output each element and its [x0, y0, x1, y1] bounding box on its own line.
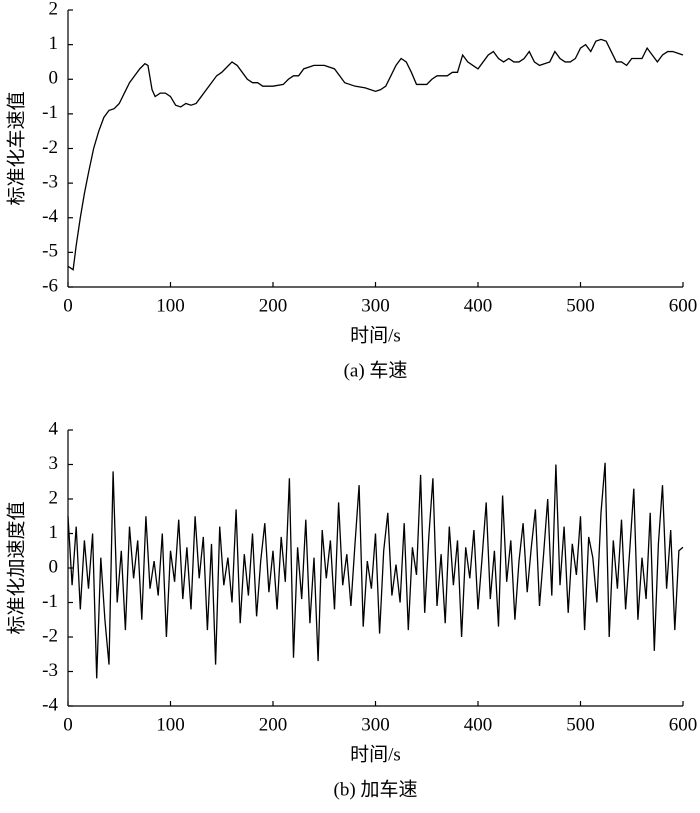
y-tick-label: 2	[49, 487, 59, 508]
y-tick-label: -6	[42, 275, 58, 296]
data-line	[67, 38, 684, 271]
caption: (b) 加车速	[334, 778, 418, 800]
x-tick-label: 500	[566, 714, 595, 735]
y-tick-label: -4	[42, 694, 58, 715]
x-tick-label: 300	[361, 714, 390, 735]
y-tick-label: 2	[49, 0, 59, 19]
y-tick-label: -2	[42, 137, 58, 158]
x-tick-label: 500	[566, 295, 595, 316]
x-tick-label: 200	[259, 714, 288, 735]
y-axis-label: 标准化车速值	[5, 91, 27, 205]
y-tick-label: 0	[49, 556, 59, 577]
y-tick-label: 1	[49, 33, 59, 54]
y-tick-label: -4	[42, 206, 58, 227]
x-tick-label: 100	[156, 295, 185, 316]
y-tick-label: 3	[49, 453, 59, 474]
y-tick-label: -5	[42, 241, 58, 262]
x-axis-label: 时间/s	[350, 324, 401, 346]
caption: (a) 车速	[344, 359, 408, 381]
y-tick-label: -2	[42, 625, 58, 646]
x-tick-label: 0	[63, 714, 73, 735]
y-tick-label: 1	[49, 522, 59, 543]
x-axis-label: 时间/s	[350, 743, 401, 765]
y-tick-label: -1	[42, 102, 58, 123]
x-tick-label: 0	[63, 295, 73, 316]
y-tick-label: -1	[42, 591, 58, 612]
x-tick-label: 100	[156, 714, 185, 735]
y-tick-label: 4	[49, 418, 59, 439]
x-tick-label: 600	[669, 295, 698, 316]
x-tick-label: 400	[464, 295, 493, 316]
y-axis-label: 标准化加速度值	[5, 501, 27, 634]
y-tick-label: -3	[42, 171, 58, 192]
data-line	[67, 462, 684, 679]
x-tick-label: 300	[361, 295, 390, 316]
x-tick-label: 600	[669, 714, 698, 735]
x-tick-label: 400	[464, 714, 493, 735]
x-tick-label: 200	[259, 295, 288, 316]
y-tick-label: 0	[49, 68, 59, 89]
y-tick-label: -3	[42, 660, 58, 681]
